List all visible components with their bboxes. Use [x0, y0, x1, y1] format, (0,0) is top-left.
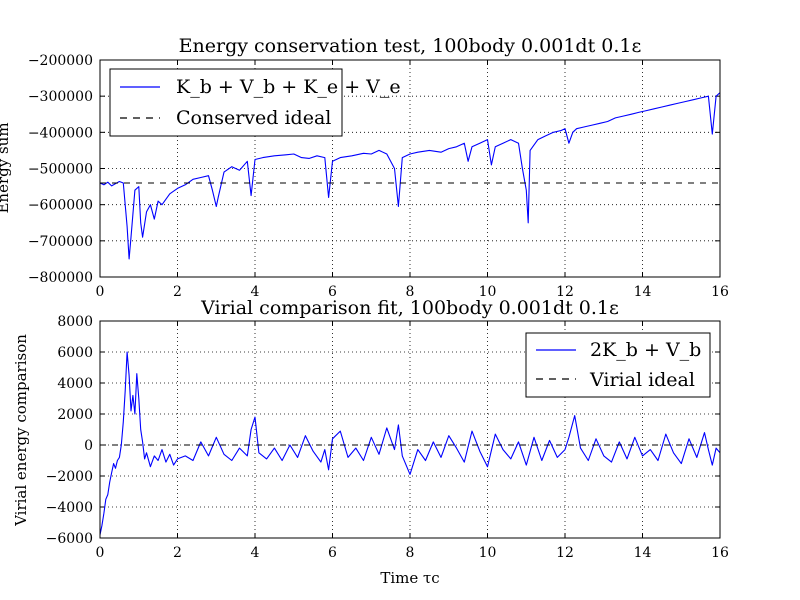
x-tick-label: 14 [634, 545, 652, 561]
x-tick-label: 12 [556, 284, 574, 300]
x-tick-label: 2 [173, 284, 182, 300]
energy-chart-ticks: 0 2 4 6 8 10 12 14 16 −800000 −700000 −600000 −50000… [28, 53, 729, 300]
virial-chart-xlabel: Time τc [380, 569, 439, 587]
x-tick-label: 0 [96, 545, 105, 561]
y-tick-label: 2000 [57, 407, 93, 423]
energy-legend-label-ideal: Conserved ideal [176, 107, 331, 129]
virial-chart-ylabel: Virial energy comparison [12, 334, 30, 527]
x-tick-label: 8 [406, 545, 415, 561]
y-tick-label: −700000 [28, 234, 93, 250]
y-tick-label: 6000 [57, 345, 93, 361]
x-tick-label: 6 [328, 284, 337, 300]
virial-legend-label-ideal: Virial ideal [589, 369, 695, 391]
y-tick-label: −800000 [28, 270, 93, 286]
y-tick-label: −200000 [28, 53, 93, 69]
y-tick-label: −2000 [46, 469, 93, 485]
x-tick-label: 4 [251, 545, 260, 561]
virial-legend-box [525, 332, 711, 398]
energy-chart-ylabel: Energy sum [0, 122, 12, 213]
x-tick-label: 2 [173, 545, 182, 561]
x-tick-label: 0 [96, 284, 105, 300]
x-tick-label: 8 [406, 284, 415, 300]
energy-chart-frame [99, 59, 721, 278]
virial-chart-series [99, 351, 721, 536]
y-tick-label: 0 [84, 438, 93, 454]
x-tick-label: 10 [479, 284, 497, 300]
x-tick-label: 14 [634, 284, 652, 300]
energy-chart-title: Energy conservation test, 100body 0.001d… [179, 35, 642, 57]
virial-chart-legend: 2K_b + V_b Virial ideal [525, 332, 711, 398]
energy-chart: Energy conservation test, 100body 0.001d… [0, 35, 729, 300]
virial-chart-frame [99, 320, 721, 539]
x-tick-label: 16 [711, 545, 729, 561]
y-tick-label: 4000 [57, 376, 93, 392]
y-tick-label: −300000 [28, 89, 93, 105]
y-tick-label: −6000 [46, 531, 93, 547]
series-line-0 [99, 92, 721, 260]
x-tick-label: 12 [556, 545, 574, 561]
x-tick-label: 10 [479, 545, 497, 561]
y-tick-label: −600000 [28, 198, 93, 214]
energy-chart-series [99, 92, 721, 260]
energy-chart-legend: K_b + V_b + K_e + V_e Conserved ideal [109, 68, 401, 137]
x-tick-label: 6 [328, 545, 337, 561]
x-tick-label: 16 [711, 284, 729, 300]
virial-chart: Virial comparison fit, 100body 0.001dt 0… [12, 297, 729, 587]
y-tick-label: −4000 [46, 500, 93, 516]
y-tick-label: −500000 [28, 162, 93, 178]
y-tick-label: 8000 [57, 314, 93, 330]
virial-chart-title: Virial comparison fit, 100body 0.001dt 0… [200, 297, 619, 319]
x-tick-label: 4 [251, 284, 260, 300]
energy-legend-box [109, 68, 343, 137]
virial-chart-ticks: 0 2 4 6 8 10 12 14 16 −6000 −4000 −2000 0 2000 4000 600… [46, 314, 729, 561]
y-tick-label: −400000 [28, 125, 93, 141]
virial-legend-label-fit: 2K_b + V_b [590, 339, 701, 361]
energy-legend-label-sum: K_b + V_b + K_e + V_e [176, 76, 401, 98]
series-line-0 [99, 351, 721, 536]
